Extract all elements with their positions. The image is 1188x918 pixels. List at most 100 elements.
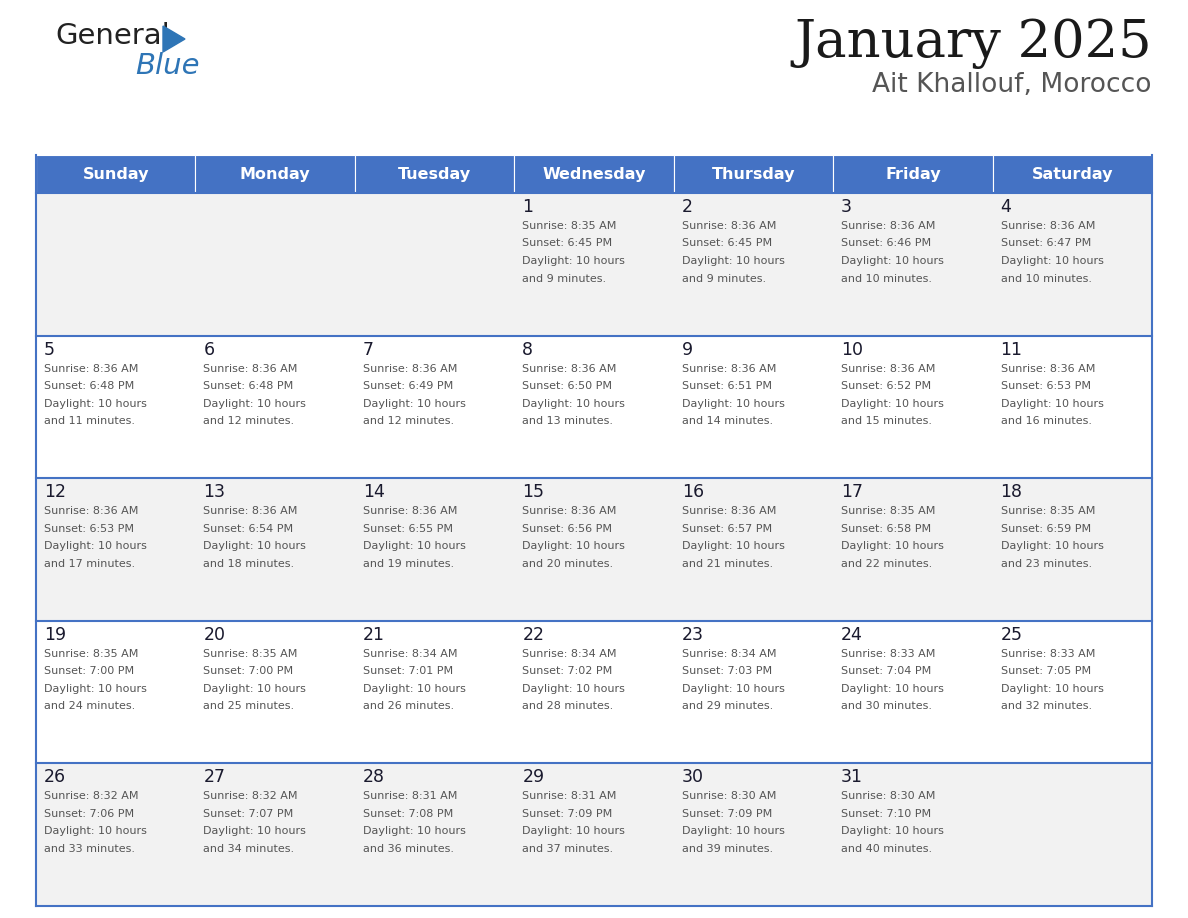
Bar: [992, 478, 1152, 621]
Text: Sunrise: 8:35 AM: Sunrise: 8:35 AM: [523, 221, 617, 231]
Bar: [196, 193, 355, 336]
Bar: [833, 336, 992, 478]
Text: Monday: Monday: [240, 166, 310, 182]
Text: Sunset: 6:52 PM: Sunset: 6:52 PM: [841, 381, 931, 391]
Text: Sunset: 7:10 PM: Sunset: 7:10 PM: [841, 809, 931, 819]
Text: Sunset: 6:56 PM: Sunset: 6:56 PM: [523, 523, 612, 533]
Text: Blue: Blue: [135, 52, 200, 80]
Text: Daylight: 10 hours: Daylight: 10 hours: [362, 684, 466, 694]
Bar: [514, 193, 674, 336]
Bar: [514, 764, 674, 906]
Text: Daylight: 10 hours: Daylight: 10 hours: [523, 398, 625, 409]
Text: Sunrise: 8:34 AM: Sunrise: 8:34 AM: [523, 649, 617, 659]
Text: Sunset: 6:57 PM: Sunset: 6:57 PM: [682, 523, 772, 533]
Text: and 40 minutes.: and 40 minutes.: [841, 844, 933, 854]
Text: Sunrise: 8:36 AM: Sunrise: 8:36 AM: [362, 364, 457, 374]
Text: Wednesday: Wednesday: [542, 166, 646, 182]
Text: Sunset: 7:02 PM: Sunset: 7:02 PM: [523, 666, 613, 677]
Text: and 9 minutes.: and 9 minutes.: [682, 274, 766, 284]
Bar: [355, 336, 514, 478]
Text: Daylight: 10 hours: Daylight: 10 hours: [1000, 256, 1104, 266]
Text: Sunset: 6:59 PM: Sunset: 6:59 PM: [1000, 523, 1091, 533]
Text: 24: 24: [841, 626, 862, 644]
Text: Sunset: 7:09 PM: Sunset: 7:09 PM: [682, 809, 772, 819]
Text: Daylight: 10 hours: Daylight: 10 hours: [1000, 684, 1104, 694]
Text: 26: 26: [44, 768, 67, 787]
Bar: [196, 478, 355, 621]
Bar: [36, 478, 196, 621]
Text: Daylight: 10 hours: Daylight: 10 hours: [841, 684, 944, 694]
Text: Sunset: 7:08 PM: Sunset: 7:08 PM: [362, 809, 453, 819]
Text: Sunset: 7:05 PM: Sunset: 7:05 PM: [1000, 666, 1091, 677]
Bar: [674, 621, 833, 764]
Text: Sunset: 7:04 PM: Sunset: 7:04 PM: [841, 666, 931, 677]
Bar: [992, 621, 1152, 764]
Text: and 26 minutes.: and 26 minutes.: [362, 701, 454, 711]
Text: and 10 minutes.: and 10 minutes.: [1000, 274, 1092, 284]
Text: 13: 13: [203, 483, 226, 501]
Text: 17: 17: [841, 483, 864, 501]
Bar: [36, 155, 196, 193]
Bar: [36, 336, 196, 478]
Text: and 22 minutes.: and 22 minutes.: [841, 559, 933, 568]
Text: 15: 15: [523, 483, 544, 501]
Text: Friday: Friday: [885, 166, 941, 182]
Text: 2: 2: [682, 198, 693, 216]
Text: Sunrise: 8:36 AM: Sunrise: 8:36 AM: [44, 364, 138, 374]
Text: Daylight: 10 hours: Daylight: 10 hours: [203, 684, 307, 694]
Bar: [514, 336, 674, 478]
Text: and 37 minutes.: and 37 minutes.: [523, 844, 613, 854]
Text: Ait Khallouf, Morocco: Ait Khallouf, Morocco: [872, 72, 1152, 98]
Text: Daylight: 10 hours: Daylight: 10 hours: [682, 542, 784, 551]
Text: and 28 minutes.: and 28 minutes.: [523, 701, 613, 711]
Bar: [833, 621, 992, 764]
Text: and 9 minutes.: and 9 minutes.: [523, 274, 606, 284]
Bar: [196, 155, 355, 193]
Text: Sunset: 7:03 PM: Sunset: 7:03 PM: [682, 666, 772, 677]
Text: Tuesday: Tuesday: [398, 166, 472, 182]
Bar: [514, 155, 674, 193]
Text: Sunset: 7:09 PM: Sunset: 7:09 PM: [523, 809, 613, 819]
Text: 5: 5: [44, 341, 55, 359]
Text: 25: 25: [1000, 626, 1023, 644]
Text: January 2025: January 2025: [795, 18, 1152, 69]
Bar: [514, 478, 674, 621]
Text: 30: 30: [682, 768, 703, 787]
Bar: [355, 155, 514, 193]
Text: Sunset: 6:48 PM: Sunset: 6:48 PM: [44, 381, 134, 391]
Text: Sunrise: 8:35 AM: Sunrise: 8:35 AM: [44, 649, 138, 659]
Text: Sunrise: 8:30 AM: Sunrise: 8:30 AM: [841, 791, 935, 801]
Text: Saturday: Saturday: [1031, 166, 1113, 182]
Bar: [196, 621, 355, 764]
Text: and 20 minutes.: and 20 minutes.: [523, 559, 613, 568]
Text: Sunset: 6:48 PM: Sunset: 6:48 PM: [203, 381, 293, 391]
Text: and 10 minutes.: and 10 minutes.: [841, 274, 933, 284]
Text: 8: 8: [523, 341, 533, 359]
Text: 16: 16: [682, 483, 703, 501]
Text: and 18 minutes.: and 18 minutes.: [203, 559, 295, 568]
Text: Sunset: 6:47 PM: Sunset: 6:47 PM: [1000, 239, 1091, 249]
Text: Daylight: 10 hours: Daylight: 10 hours: [682, 684, 784, 694]
Text: and 32 minutes.: and 32 minutes.: [1000, 701, 1092, 711]
Text: and 36 minutes.: and 36 minutes.: [362, 844, 454, 854]
Text: 1: 1: [523, 198, 533, 216]
Bar: [992, 193, 1152, 336]
Text: 10: 10: [841, 341, 864, 359]
Text: and 14 minutes.: and 14 minutes.: [682, 416, 773, 426]
Bar: [674, 193, 833, 336]
Text: Daylight: 10 hours: Daylight: 10 hours: [523, 684, 625, 694]
Text: Daylight: 10 hours: Daylight: 10 hours: [841, 398, 944, 409]
Text: Sunrise: 8:36 AM: Sunrise: 8:36 AM: [1000, 364, 1095, 374]
Text: 12: 12: [44, 483, 67, 501]
Text: Sunrise: 8:34 AM: Sunrise: 8:34 AM: [362, 649, 457, 659]
Text: Daylight: 10 hours: Daylight: 10 hours: [44, 398, 147, 409]
Text: Daylight: 10 hours: Daylight: 10 hours: [362, 826, 466, 836]
Text: 28: 28: [362, 768, 385, 787]
Text: Sunrise: 8:36 AM: Sunrise: 8:36 AM: [523, 364, 617, 374]
Text: and 16 minutes.: and 16 minutes.: [1000, 416, 1092, 426]
Text: 21: 21: [362, 626, 385, 644]
Text: Daylight: 10 hours: Daylight: 10 hours: [682, 826, 784, 836]
Text: Sunrise: 8:36 AM: Sunrise: 8:36 AM: [841, 364, 935, 374]
Text: Sunrise: 8:36 AM: Sunrise: 8:36 AM: [682, 221, 776, 231]
Text: Daylight: 10 hours: Daylight: 10 hours: [203, 826, 307, 836]
